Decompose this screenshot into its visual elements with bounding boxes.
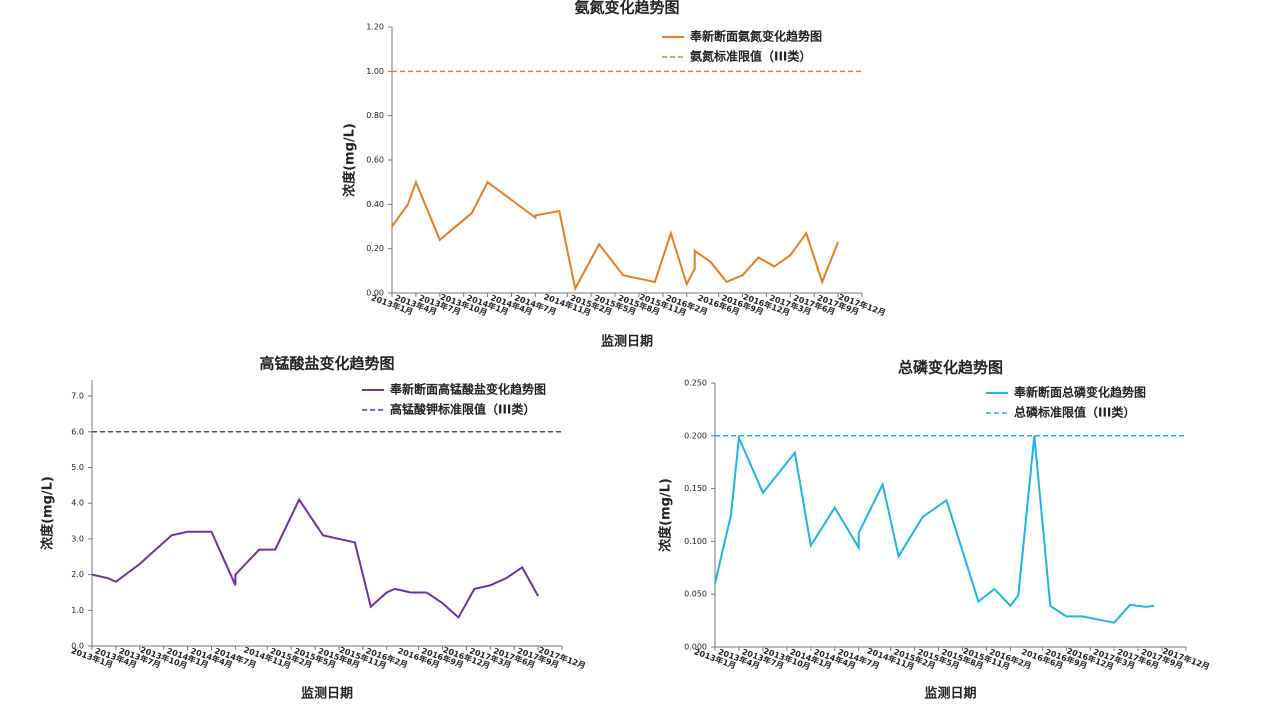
y-tick-label: 4.0 <box>71 499 84 508</box>
legend-label: 奉新断面总磷变化趋势图 <box>1013 385 1146 400</box>
y-tick-label: 0.0 <box>71 642 84 651</box>
y-tick-label: 0.000 <box>684 643 707 652</box>
y-axis-label: 浓度(mg/L) <box>658 478 674 552</box>
x-axis-label: 监测日期 <box>601 334 653 350</box>
x-axis-label: 监测日期 <box>301 686 353 702</box>
y-tick-label: 0.200 <box>684 431 707 440</box>
legend-label: 奉新断面高锰酸盐变化趋势图 <box>389 382 546 397</box>
y-tick-label: 1.00 <box>366 67 384 76</box>
y-axis-label: 浓度(mg/L) <box>40 476 56 550</box>
chart-title: 氨氮变化趋势图 <box>574 0 679 17</box>
legend-label: 氨氮标准限值（III类） <box>690 49 811 64</box>
y-tick-label: 0.40 <box>366 200 384 209</box>
y-tick-label: 3.0 <box>71 534 84 543</box>
chart-title: 总磷变化趋势图 <box>898 359 1003 377</box>
y-tick-label: 0.00 <box>366 289 384 298</box>
x-axis-label: 监测日期 <box>924 686 976 702</box>
chart-title: 高锰酸盐变化趋势图 <box>259 355 394 373</box>
y-tick-label: 0.80 <box>366 111 384 120</box>
y-tick-label: 0.60 <box>366 156 384 165</box>
legend-label: 高锰酸钾标准限值（III类） <box>390 402 535 417</box>
data-line <box>714 434 1155 624</box>
data-line <box>91 497 539 620</box>
y-tick-label: 6.0 <box>71 427 84 436</box>
y-tick-label: 1.20 <box>366 23 384 32</box>
y-tick-label: 0.20 <box>366 244 384 253</box>
y-tick-label: 0.100 <box>684 537 707 546</box>
y-tick-label: 0.250 <box>684 379 707 388</box>
y-tick-label: 0.150 <box>684 484 707 493</box>
legend-label: 总磷标准限值（III类） <box>1014 405 1135 420</box>
y-tick-label: 1.0 <box>71 606 84 615</box>
y-tick-label: 7.0 <box>71 392 84 401</box>
y-tick-label: 5.0 <box>71 463 84 472</box>
legend-label: 奉新断面氨氮变化趋势图 <box>689 29 822 44</box>
y-tick-label: 2.0 <box>71 570 84 579</box>
data-line <box>391 179 840 292</box>
y-tick-label: 0.050 <box>684 590 707 599</box>
y-axis-label: 浓度(mg/L) <box>342 123 358 197</box>
